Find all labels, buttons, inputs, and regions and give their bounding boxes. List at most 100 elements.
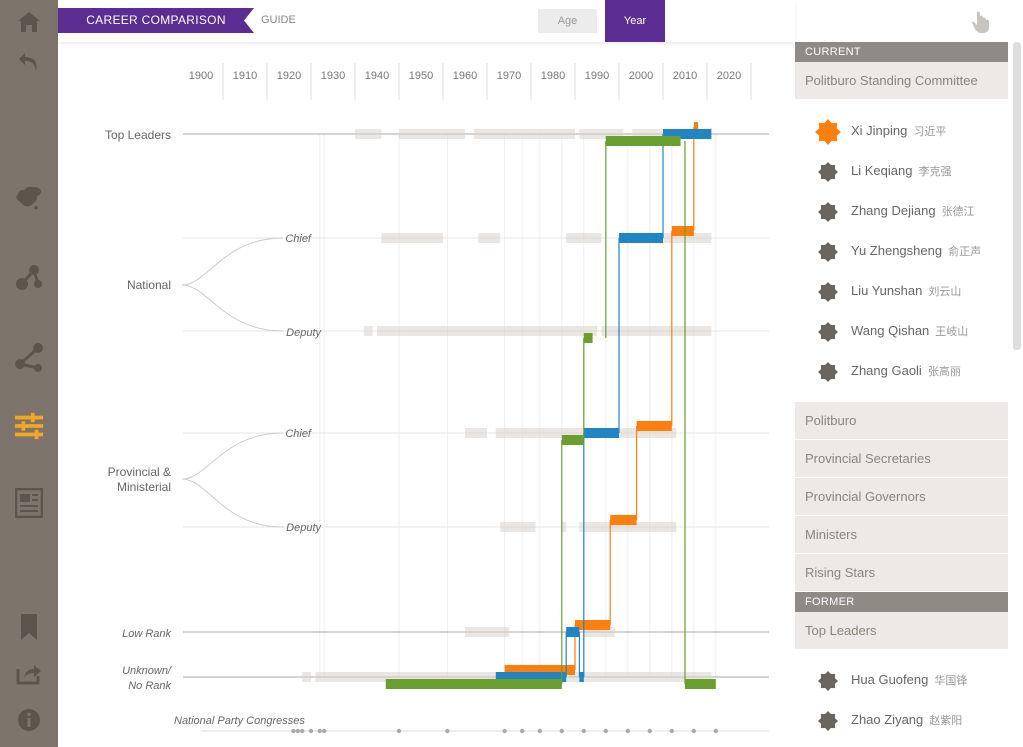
year-tick-label: 2020 xyxy=(717,70,741,82)
congress-dot xyxy=(308,728,314,734)
year-tick-label: 2010 xyxy=(673,70,697,82)
leader-name: Zhang Dejiang 张德江 xyxy=(851,191,975,232)
congress-label: National Party Congresses xyxy=(174,715,305,727)
category-item[interactable]: Rising Stars xyxy=(795,554,1008,592)
category-item[interactable]: Provincial Secretaries xyxy=(795,440,1008,478)
provincial-brace-lower xyxy=(181,478,284,528)
li-keqiang-career-segment xyxy=(663,129,712,139)
level-label-top-leaders: Top Leaders xyxy=(105,128,171,142)
leader-name-cn: 张高丽 xyxy=(927,366,961,378)
leader-name-en: Zhang Dejiang xyxy=(851,203,936,218)
hu-jintao-career-segment xyxy=(583,333,593,343)
level-label-national-deputy: Deputy xyxy=(286,327,322,339)
level-label-provincial-deputy: Deputy xyxy=(286,522,322,534)
li-keqiang-career-segment xyxy=(583,428,619,438)
history-block xyxy=(601,326,712,336)
history-block xyxy=(377,326,408,336)
category-politburo-standing-committee[interactable]: Politburo Standing Committee xyxy=(795,62,1008,100)
leader-name-en: Zhang Gaoli xyxy=(851,363,922,378)
bookmark-icon[interactable] xyxy=(14,612,44,642)
network-icon[interactable] xyxy=(14,262,44,292)
career-comparison-tab[interactable]: CAREER COMPARISON xyxy=(58,8,254,33)
congress-dot xyxy=(502,728,507,734)
year-tick-label: 1990 xyxy=(585,70,609,82)
leader-name-en: Wang Qishan xyxy=(851,323,930,338)
share-network-icon[interactable] xyxy=(14,342,44,372)
congress-dot xyxy=(559,728,564,734)
congress-dot xyxy=(291,728,296,734)
year-tick-label: 1920 xyxy=(277,70,301,82)
current-leader-item[interactable]: Liu Yunshan 刘云山 xyxy=(795,271,1008,311)
congress-dot xyxy=(603,728,608,734)
leader-name-cn: 习近平 xyxy=(913,126,947,138)
li-keqiang-career-segment xyxy=(495,672,567,682)
former-leader-item[interactable]: Hua Guofeng 华国锋 xyxy=(795,660,1008,700)
leader-name: Zhao Ziyang 赵紫阳 xyxy=(851,700,962,741)
year-tick-label: 1940 xyxy=(365,70,389,82)
congress-dot xyxy=(537,728,542,734)
congress-dot xyxy=(581,728,586,734)
level-label-ministerial: Ministerial xyxy=(117,480,171,494)
leader-name: Li Keqiang 李克强 xyxy=(851,151,951,192)
level-label-provincial: Provincial & xyxy=(108,465,171,479)
level-label-unknown: Unknown/ xyxy=(122,665,172,677)
leader-name-cn: 王岐山 xyxy=(935,326,969,338)
category-top-leaders[interactable]: Top Leaders xyxy=(795,612,1008,650)
year-tick-label: 1930 xyxy=(321,70,345,82)
leader-name-cn: 赵紫阳 xyxy=(929,715,963,727)
home-icon[interactable] xyxy=(14,7,44,37)
current-leader-item[interactable]: Li Keqiang 李克强 xyxy=(795,151,1008,191)
congress-dot xyxy=(295,728,300,734)
li-keqiang-career-segment xyxy=(619,233,663,243)
history-block xyxy=(632,129,672,139)
xi-jinping-career-segment xyxy=(636,421,672,431)
export-icon[interactable] xyxy=(14,658,44,688)
congress-dot xyxy=(647,728,652,734)
leader-name-en: Hua Guofeng xyxy=(851,672,929,687)
category-item[interactable]: Provincial Governors xyxy=(795,478,1008,516)
level-label-national-chief: Chief xyxy=(285,233,312,245)
former-leader-item[interactable]: Zhao Ziyang 赵紫阳 xyxy=(795,700,1008,740)
china-map-icon[interactable] xyxy=(14,182,44,212)
hand-pointer-icon[interactable] xyxy=(970,10,992,39)
current-leader-item[interactable]: Zhang Dejiang 张德江 xyxy=(795,191,1008,231)
leader-name-cn: 华国锋 xyxy=(934,675,968,687)
history-block xyxy=(465,428,487,438)
current-leader-item[interactable]: Zhang Gaoli 张高丽 xyxy=(795,351,1008,391)
current-leader-item[interactable]: Xi Jinping 习近平 xyxy=(795,111,1008,151)
star-icon xyxy=(818,671,838,691)
current-leader-item[interactable]: Wang Qishan 王岐山 xyxy=(795,311,1008,351)
hu-jintao-career-segment xyxy=(385,679,562,689)
history-block xyxy=(583,627,615,637)
year-toggle-button[interactable]: Year xyxy=(605,0,665,42)
congress-dot xyxy=(713,728,718,734)
history-block xyxy=(302,672,311,682)
guide-tab[interactable]: GUIDE xyxy=(261,14,296,26)
year-tick-label: 1900 xyxy=(189,70,213,82)
star-icon xyxy=(818,282,838,302)
history-block xyxy=(579,129,624,139)
national-brace-upper xyxy=(181,237,284,286)
news-icon[interactable] xyxy=(14,488,44,518)
congress-dot xyxy=(669,728,674,734)
congress-dot xyxy=(445,728,450,734)
category-item[interactable]: Ministers xyxy=(795,516,1008,554)
current-leader-item[interactable]: Yu Zhengsheng 俞正声 xyxy=(795,231,1008,271)
former-section-header: FORMER xyxy=(795,592,1008,612)
history-block xyxy=(566,233,602,243)
congress-dot xyxy=(520,728,525,734)
congress-dot xyxy=(625,728,630,734)
sidebar-scrollbar[interactable] xyxy=(1013,42,1021,350)
category-item[interactable]: Politburo xyxy=(795,402,1008,440)
career-comparison-icon[interactable] xyxy=(14,411,44,441)
back-icon[interactable] xyxy=(14,47,44,77)
year-tick-label: 1960 xyxy=(453,70,477,82)
li-keqiang-career-segment xyxy=(566,627,580,637)
level-label-low-rank: Low Rank xyxy=(122,628,171,640)
career-chart: 1900 1910 1920 1930 1940 1950 1960 1970 1980 1990… xyxy=(105,63,769,734)
info-icon[interactable] xyxy=(14,705,44,735)
age-toggle-button[interactable]: Age xyxy=(538,9,597,33)
star-icon xyxy=(818,322,838,342)
orange-star-icon xyxy=(815,119,841,145)
xi-jinping-career-segment xyxy=(610,515,637,525)
